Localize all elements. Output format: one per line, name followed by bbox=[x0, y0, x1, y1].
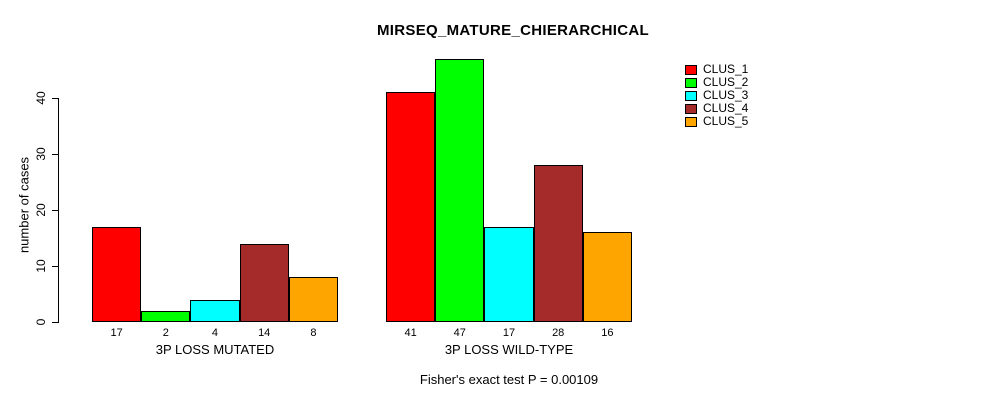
bar-clus_3-1 bbox=[190, 299, 240, 322]
x-group-label: 3P LOSS MUTATED bbox=[155, 342, 275, 357]
legend-swatch-clus_2 bbox=[685, 77, 697, 88]
annotation-text: Fisher's exact test P = 0.00109 bbox=[419, 372, 599, 387]
y-axis-title: number of cases bbox=[16, 156, 32, 254]
y-axis-tick-label: 30 bbox=[34, 147, 48, 161]
legend-item-label: CLUS_1 bbox=[703, 62, 749, 76]
bar-value-label: 8 bbox=[310, 327, 317, 339]
legend-swatch-clus_4 bbox=[685, 103, 697, 114]
y-axis-tick bbox=[52, 266, 58, 267]
legend-swatch-clus_1 bbox=[685, 64, 697, 75]
y-axis-tick-label: 10 bbox=[34, 259, 48, 273]
y-axis-tick-label: 0 bbox=[34, 318, 48, 326]
bar-clus_1-2 bbox=[386, 92, 436, 322]
bar-value-label: 4 bbox=[211, 327, 219, 339]
bar-clus_4-1 bbox=[239, 243, 289, 322]
bar-value-label: 28 bbox=[552, 327, 565, 339]
bar-clus_4-2 bbox=[533, 165, 583, 322]
y-axis-line bbox=[58, 98, 59, 323]
legend-item-label: CLUS_4 bbox=[703, 101, 749, 115]
legend-swatch-clus_5 bbox=[685, 116, 697, 127]
bar-value-label: 2 bbox=[162, 327, 169, 339]
bar-clus_5-2 bbox=[582, 232, 632, 322]
legend-swatch-clus_3 bbox=[685, 90, 697, 101]
legend-item-label: CLUS_5 bbox=[703, 114, 749, 128]
bar-value-label: 41 bbox=[404, 327, 417, 339]
legend-item: CLUS_5 bbox=[685, 115, 748, 128]
legend-item-label: CLUS_2 bbox=[703, 75, 749, 89]
y-axis-tick-label: 40 bbox=[34, 91, 48, 105]
legend-item: CLUS_4 bbox=[685, 102, 748, 115]
bar-value-label: 16 bbox=[601, 327, 614, 339]
bar-clus_3-2 bbox=[484, 226, 534, 322]
x-group-label: 3P LOSS WILD-TYPE bbox=[444, 342, 574, 357]
legend-item-label: CLUS_3 bbox=[703, 88, 749, 102]
bar-value-label: 14 bbox=[258, 327, 271, 339]
bar-value-label: 17 bbox=[502, 327, 516, 339]
bar-clus_1-1 bbox=[92, 226, 142, 322]
y-axis-tick bbox=[52, 322, 58, 323]
y-axis-tick bbox=[52, 154, 58, 155]
bar-clus_2-1 bbox=[141, 310, 191, 322]
legend-item: CLUS_3 bbox=[685, 89, 748, 102]
legend: CLUS_1 CLUS_2 CLUS_3 CLUS_4 CLUS_5 bbox=[685, 63, 748, 128]
y-axis-tick bbox=[52, 98, 58, 99]
bar-clus_2-2 bbox=[435, 58, 485, 322]
bar-value-label: 47 bbox=[453, 327, 466, 339]
chart-title: MIRSEQ_MATURE_CHIERARCHICAL bbox=[377, 22, 649, 39]
legend-item: CLUS_2 bbox=[685, 76, 748, 89]
y-axis-tick-label: 20 bbox=[34, 203, 48, 217]
bar-value-label: 17 bbox=[110, 327, 123, 339]
legend-item: CLUS_1 bbox=[685, 63, 748, 76]
y-axis-tick bbox=[52, 210, 58, 211]
bar-clus_5-1 bbox=[288, 277, 338, 322]
